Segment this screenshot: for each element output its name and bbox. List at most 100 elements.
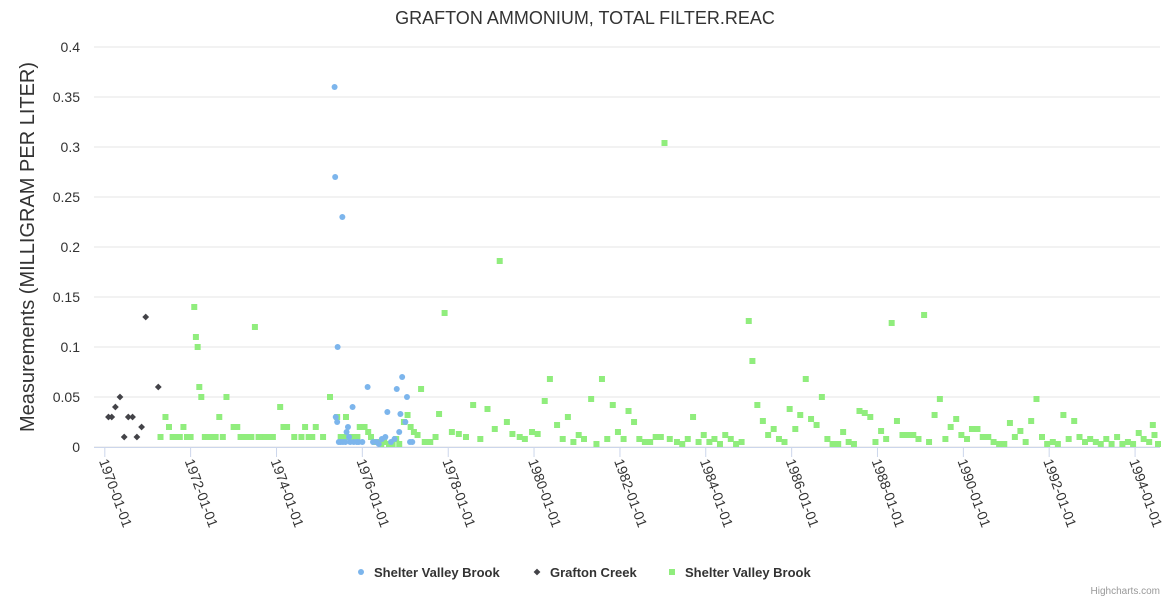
data-point[interactable] <box>883 436 890 442</box>
data-point[interactable] <box>1060 412 1067 418</box>
data-point[interactable] <box>302 424 309 430</box>
legend-marker-icon[interactable] <box>669 569 675 575</box>
data-point[interactable] <box>1092 439 1099 445</box>
data-point[interactable] <box>414 432 421 438</box>
data-point[interactable] <box>248 434 255 440</box>
data-point[interactable] <box>111 403 119 411</box>
data-point[interactable] <box>230 424 237 430</box>
data-point[interactable] <box>695 439 702 445</box>
data-point[interactable] <box>792 426 799 432</box>
data-point[interactable] <box>921 312 928 318</box>
data-point[interactable] <box>339 214 346 220</box>
data-point[interactable] <box>381 439 388 445</box>
data-point[interactable] <box>349 404 356 410</box>
data-point[interactable] <box>342 439 349 445</box>
data-point[interactable] <box>339 434 346 440</box>
data-point[interactable] <box>462 434 469 440</box>
data-point[interactable] <box>359 439 366 445</box>
data-point[interactable] <box>192 334 199 340</box>
data-point[interactable] <box>305 434 312 440</box>
data-point[interactable] <box>679 441 686 447</box>
data-point[interactable] <box>1146 439 1153 445</box>
data-point[interactable] <box>904 432 911 438</box>
data-point[interactable] <box>1065 436 1072 442</box>
credits-text[interactable]: Highcharts.com <box>1091 586 1160 597</box>
data-point[interactable] <box>652 434 659 440</box>
data-point[interactable] <box>1044 441 1051 447</box>
data-point[interactable] <box>684 436 691 442</box>
data-point[interactable] <box>711 436 718 442</box>
data-point[interactable] <box>872 439 879 445</box>
data-point[interactable] <box>396 441 403 447</box>
data-point[interactable] <box>368 434 375 440</box>
data-point[interactable] <box>298 434 305 440</box>
data-point[interactable] <box>910 432 917 438</box>
data-point[interactable] <box>802 376 809 382</box>
data-point[interactable] <box>361 424 368 430</box>
data-point[interactable] <box>223 394 230 400</box>
data-point[interactable] <box>631 419 638 425</box>
data-point[interactable] <box>614 429 621 435</box>
data-point[interactable] <box>593 441 600 447</box>
data-point[interactable] <box>1082 439 1089 445</box>
data-point[interactable] <box>915 436 922 442</box>
legend[interactable]: Shelter Valley Brook Grafton Creek Shelter… <box>358 565 811 580</box>
data-point[interactable] <box>1103 436 1110 442</box>
data-point[interactable] <box>421 439 428 445</box>
data-point[interactable] <box>1155 441 1162 447</box>
legend-item[interactable]: Grafton Creek <box>533 565 638 580</box>
data-point[interactable] <box>609 402 616 408</box>
data-point[interactable] <box>436 411 443 417</box>
data-point[interactable] <box>931 412 938 418</box>
data-point[interactable] <box>219 434 226 440</box>
data-point[interactable] <box>432 434 439 440</box>
data-point[interactable] <box>477 436 484 442</box>
data-point[interactable] <box>1124 439 1131 445</box>
data-point[interactable] <box>786 406 793 412</box>
data-point[interactable] <box>580 436 587 442</box>
data-point[interactable] <box>529 429 536 435</box>
data-point[interactable] <box>968 426 975 432</box>
data-point[interactable] <box>237 434 244 440</box>
data-point[interactable] <box>116 393 124 401</box>
data-point[interactable] <box>212 434 219 440</box>
data-point[interactable] <box>484 406 491 412</box>
data-point[interactable] <box>625 408 632 414</box>
data-point[interactable] <box>706 439 713 445</box>
data-point[interactable] <box>733 441 740 447</box>
data-point[interactable] <box>1011 434 1018 440</box>
data-point[interactable] <box>169 434 176 440</box>
data-point[interactable] <box>403 394 410 400</box>
data-point[interactable] <box>108 413 116 421</box>
data-point[interactable] <box>888 320 895 326</box>
data-point[interactable] <box>280 424 287 430</box>
data-point[interactable] <box>521 436 528 442</box>
data-point[interactable] <box>334 419 341 425</box>
data-point[interactable] <box>241 434 248 440</box>
data-point[interactable] <box>262 434 269 440</box>
data-point[interactable] <box>861 410 868 416</box>
data-point[interactable] <box>990 439 997 445</box>
data-point[interactable] <box>958 432 965 438</box>
data-point[interactable] <box>559 436 566 442</box>
data-point[interactable] <box>641 439 648 445</box>
data-point[interactable] <box>491 426 498 432</box>
data-point[interactable] <box>142 313 150 321</box>
data-point[interactable] <box>162 414 169 420</box>
data-point[interactable] <box>1022 439 1029 445</box>
data-point[interactable] <box>1130 441 1137 447</box>
data-point[interactable] <box>284 424 291 430</box>
data-point[interactable] <box>1151 432 1158 438</box>
data-point[interactable] <box>745 318 752 324</box>
data-point[interactable] <box>759 418 766 424</box>
data-point[interactable] <box>845 439 852 445</box>
data-point[interactable] <box>661 140 668 146</box>
data-point[interactable] <box>770 426 777 432</box>
data-point[interactable] <box>926 439 933 445</box>
data-point[interactable] <box>727 436 734 442</box>
data-point[interactable] <box>496 258 503 264</box>
data-point[interactable] <box>1140 436 1147 442</box>
data-point[interactable] <box>878 428 885 434</box>
data-point[interactable] <box>133 433 141 441</box>
data-point[interactable] <box>201 434 208 440</box>
